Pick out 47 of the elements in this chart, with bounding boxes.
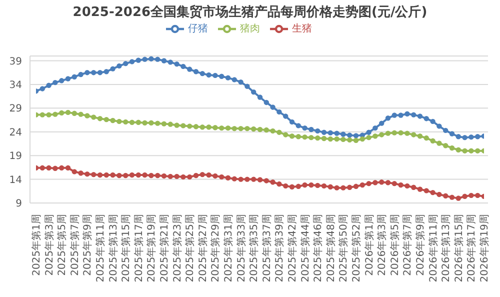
x-tick-label: 2025年第11周	[94, 214, 106, 282]
legend-label: 仔猪	[188, 24, 208, 35]
x-tick-label: 2025年第23周	[171, 214, 184, 282]
legend-label: 生猪	[292, 24, 312, 35]
x-tick-label: 2025年第1周	[30, 214, 42, 276]
x-tick-label: 2025年第46周	[312, 214, 324, 282]
x-tick-label: 2025年第17周	[132, 214, 145, 282]
x-tick-label: 2025年第42周	[286, 214, 298, 282]
x-tick-label: 2026年第19周	[478, 214, 490, 282]
x-tick-label: 2025年第31周	[222, 214, 234, 282]
x-tick-label: 2026年第3周	[376, 214, 388, 276]
x-tick-label: 2025年第5周	[56, 214, 68, 276]
x-tick-label: 2026年第5周	[388, 214, 401, 276]
x-tick-label: 2025年第25周	[184, 214, 196, 282]
x-tick-label: 2025年第27周	[196, 214, 209, 282]
x-tick-label: 2025年第44周	[299, 214, 312, 282]
x-tick-label: 2025年第7周	[68, 214, 81, 276]
y-tick-label: 34	[9, 80, 22, 91]
x-tick-label: 2025年第33周	[235, 214, 248, 282]
x-tick-label: 2026年第9周	[414, 214, 426, 276]
legend-label: 猪肉	[240, 24, 260, 35]
x-tick-label: 2025年第19周	[146, 214, 158, 282]
y-tick-label: 9	[16, 198, 22, 210]
x-tick-label: 2025年第15周	[120, 214, 132, 282]
x-tick-label: 2025年第50周	[338, 214, 350, 282]
y-tick-label: 24	[9, 127, 22, 138]
x-tick-label: 2026年第15周	[452, 214, 465, 282]
x-tick-label: 2026年第13周	[440, 214, 452, 282]
x-tick-label: 2025年第21周	[158, 214, 170, 282]
x-tick-label: 2025年第35周	[248, 214, 260, 282]
x-tick-label: 2025年第13周	[107, 214, 120, 282]
x-tick-label: 2025年第37周	[260, 214, 273, 282]
x-tick-label: 2025年第39周	[274, 214, 286, 282]
y-tick-label: 39	[9, 56, 22, 68]
x-tick-label: 2025年第52周	[350, 214, 362, 282]
y-tick-label: 19	[9, 151, 22, 162]
chart-title: 2025-2026全国集贸市场生猪产品每周价格走势图(元/公斤)	[72, 4, 428, 21]
x-tick-label: 2026年第17周	[466, 214, 478, 282]
x-tick-label: 2025年第3周	[43, 214, 56, 276]
x-tick-label: 2026年第1周	[363, 214, 376, 276]
x-tick-label: 2025年第29周	[210, 214, 222, 282]
y-tick-label: 14	[9, 174, 22, 186]
x-tick-label: 2025年第48周	[324, 214, 337, 282]
y-tick-label: 29	[9, 104, 22, 115]
x-tick-label: 2026年第11周	[427, 214, 440, 282]
x-tick-label: 2025年第9周	[82, 214, 94, 276]
x-tick-label: 2026年第7周	[402, 214, 414, 276]
